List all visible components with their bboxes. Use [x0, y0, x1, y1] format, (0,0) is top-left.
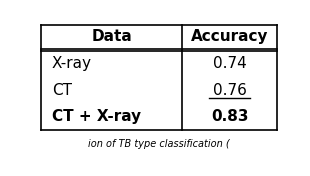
Text: 0.76: 0.76 [213, 83, 246, 98]
Text: ion of TB type classification (: ion of TB type classification ( [88, 139, 230, 149]
Text: X-ray: X-ray [52, 56, 92, 71]
Text: 0.74: 0.74 [213, 56, 246, 71]
Text: Accuracy: Accuracy [191, 29, 268, 44]
Text: CT: CT [52, 83, 72, 98]
Text: Data: Data [91, 29, 132, 44]
Text: CT + X-ray: CT + X-ray [52, 109, 141, 124]
Text: 0.83: 0.83 [211, 109, 248, 124]
